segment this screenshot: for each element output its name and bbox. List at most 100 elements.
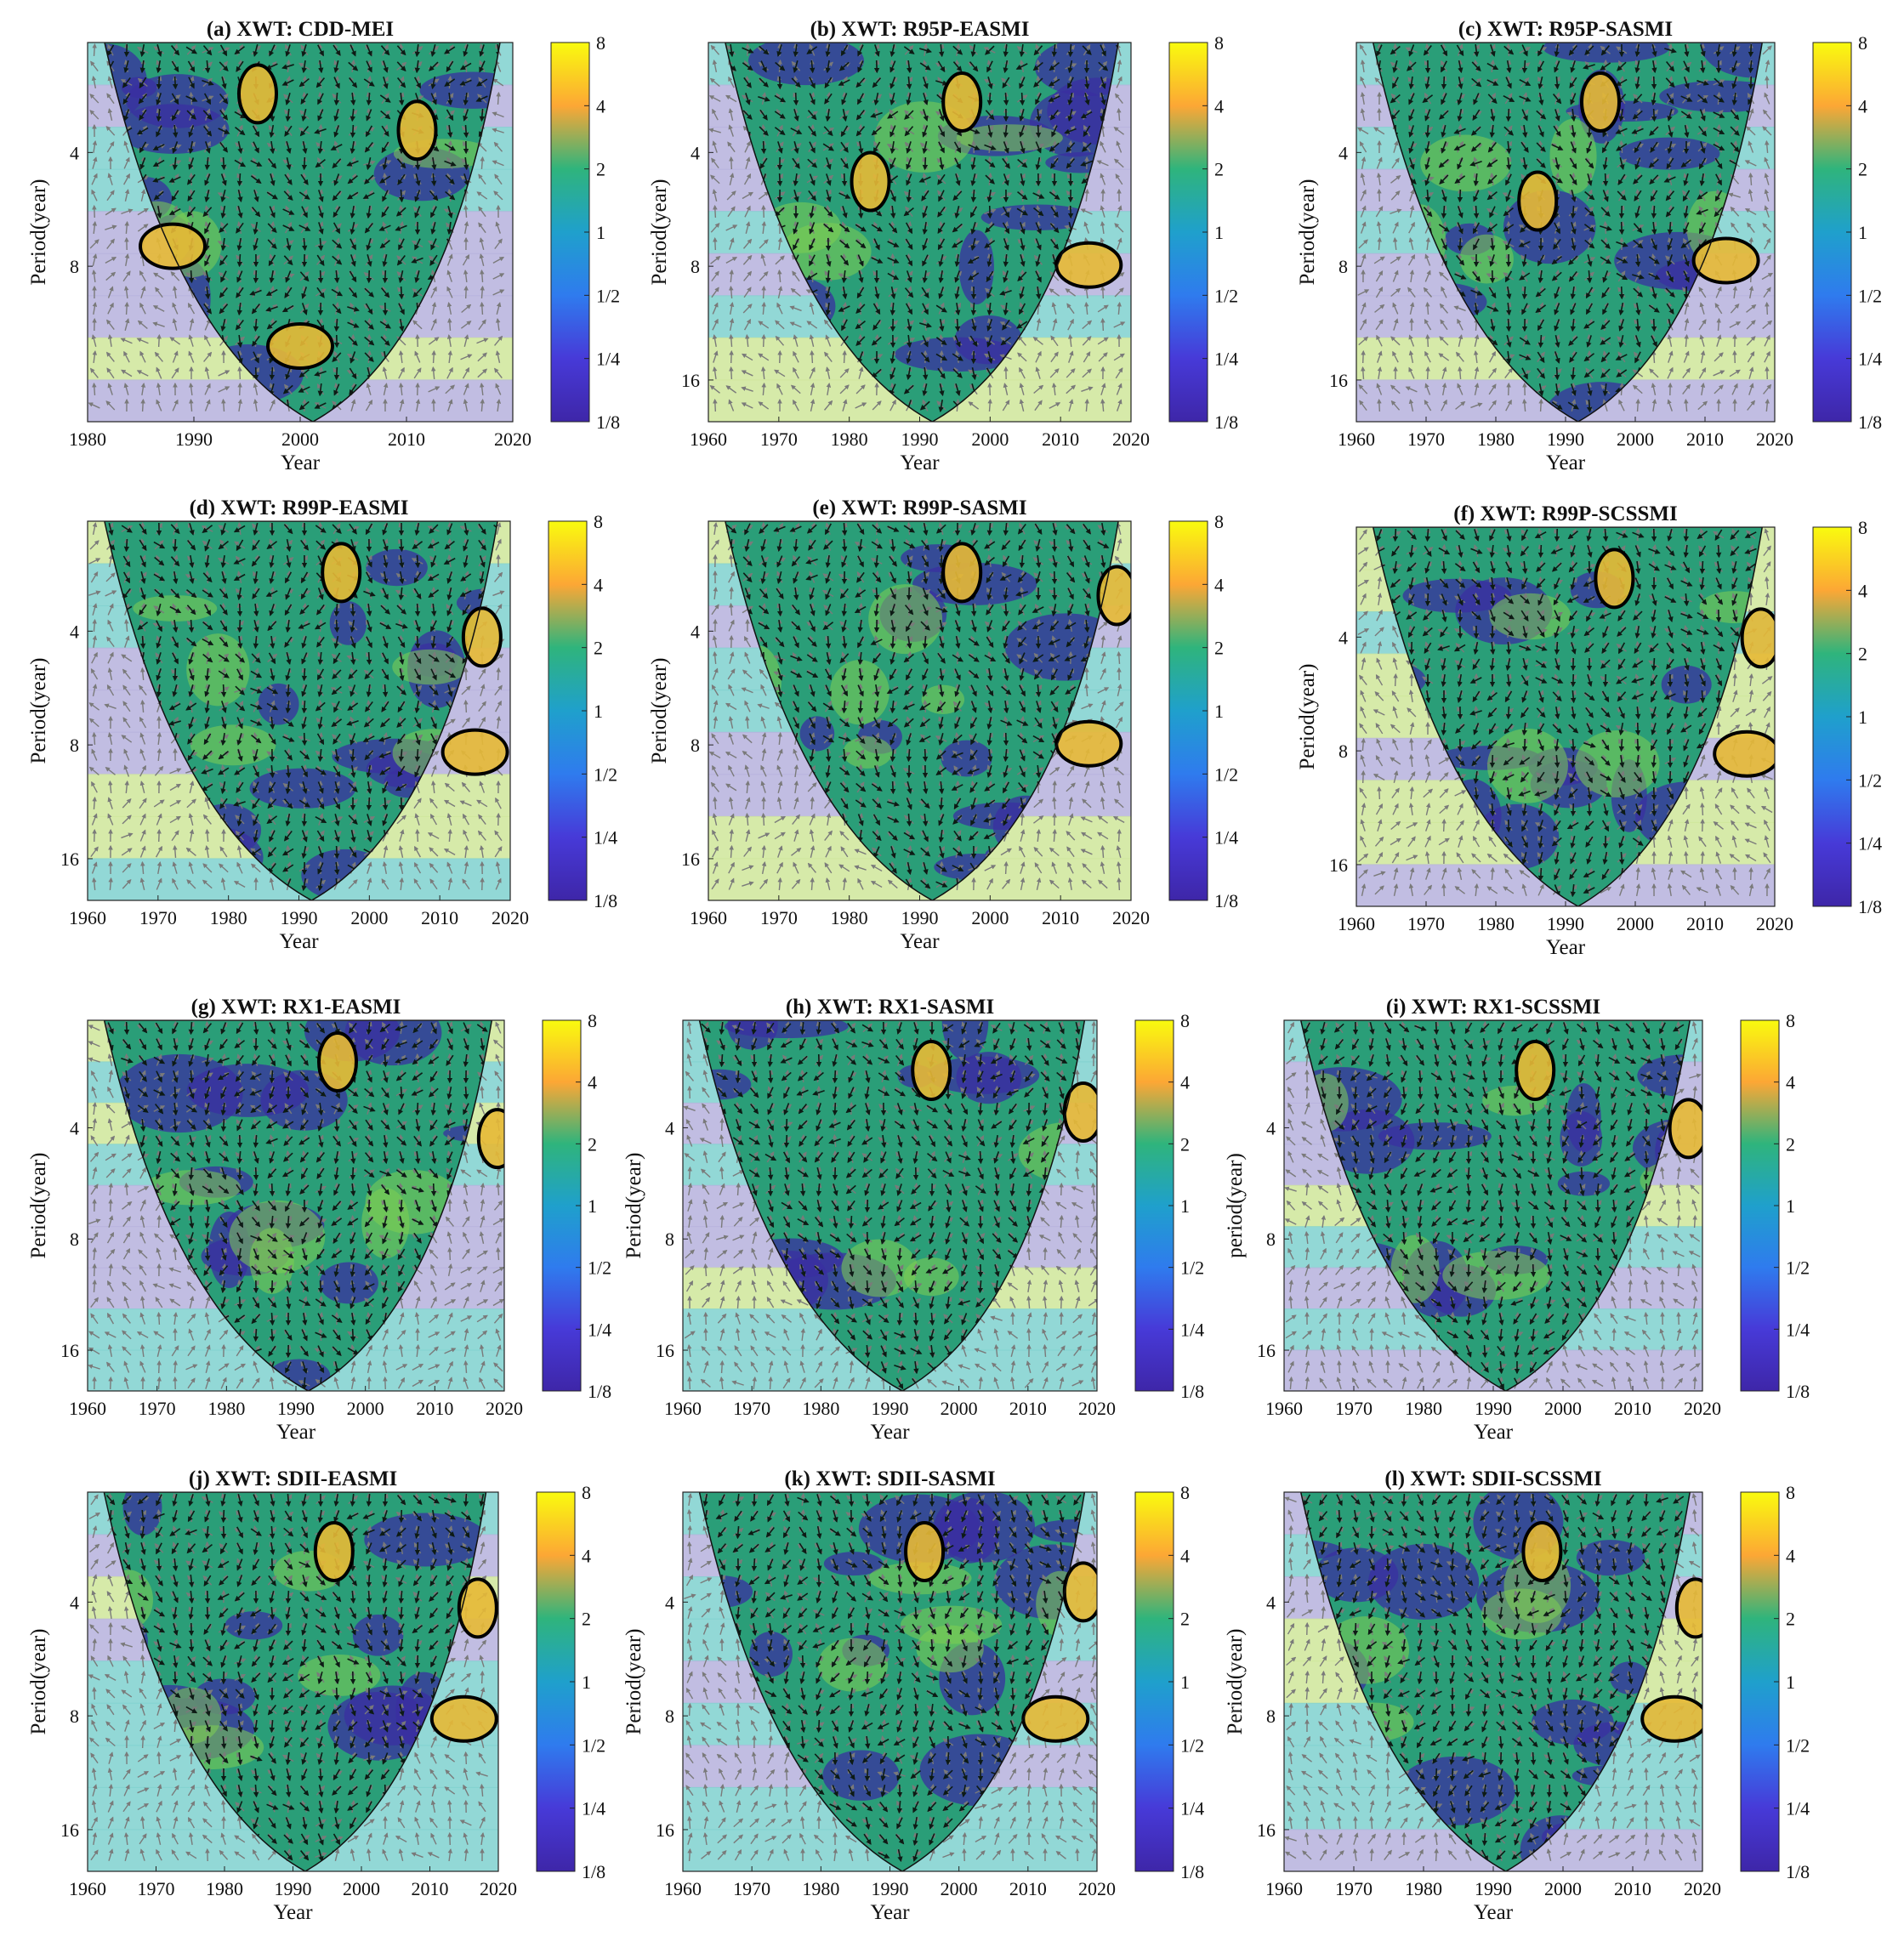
phase-arrow — [140, 398, 145, 412]
y-tick-label: 16 — [681, 370, 700, 391]
colorbar-label: 1/4 — [596, 349, 620, 370]
phase-arrow — [970, 189, 977, 203]
phase-arrow — [777, 349, 782, 364]
phase-arrow — [463, 285, 469, 299]
x-tick-label: 1960 — [690, 429, 727, 450]
phase-arrow — [1765, 75, 1770, 89]
low-power-blob — [258, 683, 299, 725]
phase-arrow — [1521, 286, 1528, 300]
phase-arrow — [810, 349, 815, 364]
phase-arrow — [333, 92, 340, 106]
colorbar-label: 8 — [1858, 32, 1867, 54]
phase-arrow — [350, 124, 356, 139]
colorbar-label: 2 — [596, 159, 605, 180]
phase-arrow — [1377, 398, 1382, 412]
phase-arrow — [333, 318, 340, 332]
x-tick-label: 2010 — [1042, 429, 1079, 450]
colorbar-label: 1/8 — [1214, 412, 1238, 433]
phase-arrow — [236, 173, 243, 187]
phase-arrow — [431, 398, 436, 412]
phase-arrow — [188, 270, 195, 284]
phase-arrow — [496, 667, 501, 681]
x-tick-label: 1970 — [1407, 429, 1445, 450]
low-power-blob — [329, 601, 367, 645]
phase-arrow — [1425, 333, 1430, 348]
phase-arrow — [713, 236, 718, 251]
phase-arrow — [1570, 205, 1577, 219]
phase-arrow — [1634, 318, 1641, 332]
phase-arrow — [220, 684, 227, 698]
phase-arrow — [92, 382, 97, 396]
phase-arrow — [463, 667, 469, 681]
phase-arrow — [301, 813, 308, 827]
x-tick-label: 2010 — [1686, 429, 1724, 450]
phase-arrow — [301, 156, 308, 171]
phase-arrow — [253, 318, 259, 332]
colorbar-label: 1/8 — [1858, 412, 1882, 433]
phase-arrow — [1441, 205, 1447, 219]
x-tick-label: 1960 — [1338, 429, 1375, 450]
x-tick-label: 2000 — [1617, 429, 1654, 450]
phase-arrow — [92, 43, 97, 57]
phase-arrow — [1521, 60, 1528, 74]
phase-arrow — [333, 619, 340, 633]
phase-arrow — [123, 43, 130, 58]
phase-arrow — [1651, 76, 1657, 90]
phase-arrow — [1100, 285, 1105, 299]
y-axis-label: Period(year) — [27, 179, 50, 286]
phase-arrow — [414, 554, 421, 569]
y-tick-label: 8 — [1338, 256, 1348, 277]
phase-arrow — [1537, 334, 1544, 349]
phase-arrow — [237, 382, 242, 396]
phase-arrow — [1457, 237, 1464, 252]
phase-arrow — [1361, 366, 1366, 380]
phase-arrow — [301, 732, 308, 746]
phase-arrow — [123, 538, 130, 553]
phase-arrow — [793, 92, 799, 106]
phase-arrow — [1441, 76, 1447, 90]
x-tick-label: 1980 — [69, 429, 106, 450]
colorbar-label: 1/2 — [1858, 285, 1882, 306]
phase-arrow — [729, 349, 734, 364]
x-axis-label: Year — [900, 451, 940, 474]
colorbar-label: 1 — [596, 222, 605, 243]
colorbar-label: 2 — [1858, 159, 1867, 180]
phase-arrow — [1651, 108, 1657, 122]
phase-arrow — [301, 700, 308, 714]
x-tick-label: 1990 — [901, 429, 939, 450]
phase-arrow — [463, 124, 469, 139]
y-tick-label: 8 — [691, 256, 700, 277]
plot-area — [708, 43, 1131, 422]
phase-arrow — [1425, 366, 1430, 380]
colorbar-label: 1/2 — [596, 285, 620, 306]
colorbar-label: 1 — [1214, 222, 1224, 243]
low-power-blob — [366, 548, 428, 587]
plot-area — [88, 43, 513, 422]
colorbar-label: 8 — [1214, 32, 1224, 54]
medium-power-blob — [1459, 234, 1514, 284]
phase-arrow — [398, 286, 405, 300]
phase-arrow — [382, 270, 389, 284]
phase-arrow — [1618, 221, 1625, 236]
panel-title: (c) XWT: R95P-SASMI — [1458, 18, 1673, 41]
x-tick-label: 2000 — [971, 429, 1009, 450]
plot-area — [1356, 43, 1775, 422]
x-tick-label: 2020 — [494, 429, 531, 450]
phase-arrow — [970, 350, 977, 365]
phase-arrow — [237, 366, 242, 380]
phase-arrow — [776, 173, 783, 187]
x-tick-label: 1990 — [175, 429, 213, 450]
phase-arrow — [1019, 92, 1026, 106]
phase-arrow — [124, 301, 129, 315]
colorbar-label: 4 — [1214, 95, 1224, 116]
colorbar-label: 4 — [596, 95, 605, 116]
medium-power-blob — [190, 724, 276, 766]
phase-arrow — [1748, 43, 1754, 58]
medium-power-blob — [956, 124, 1063, 152]
colorbar-label: 1/8 — [596, 412, 620, 433]
phase-arrow — [841, 173, 848, 187]
phase-arrow — [156, 828, 162, 843]
phase-arrow — [987, 382, 992, 396]
